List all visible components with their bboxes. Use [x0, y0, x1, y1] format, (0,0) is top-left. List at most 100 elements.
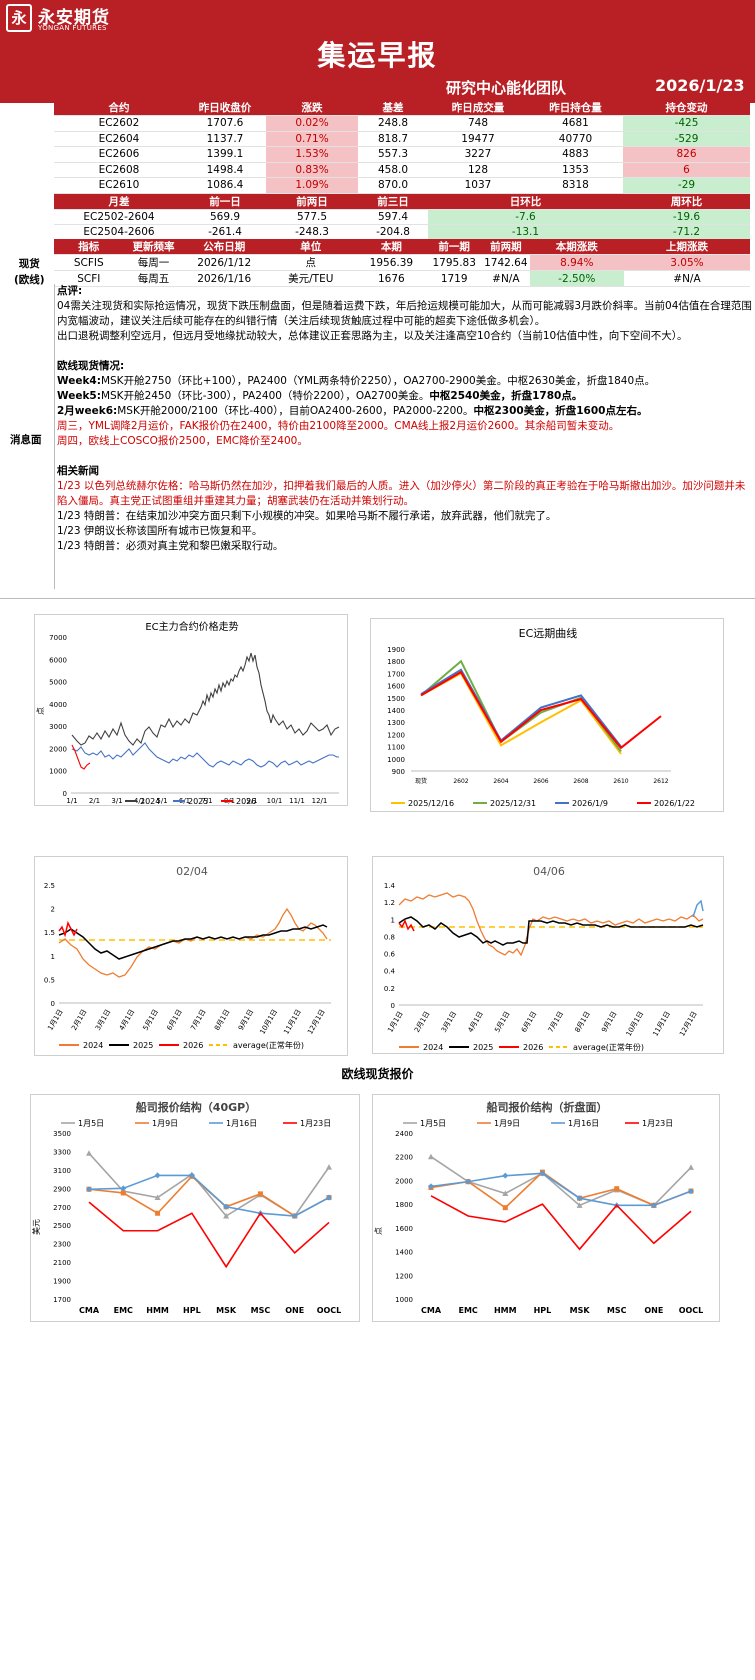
cell: 870.0 [358, 177, 428, 194]
cell: 0.71% [266, 131, 358, 147]
news-item: 1/23 特朗普：在结束加沙冲突方面只剩下小规模的冲突。如果哈马斯不履行承诺，放… [57, 510, 557, 522]
x-tick-label: CMA [421, 1306, 442, 1315]
x-tick-label: 7/1 [201, 797, 212, 805]
col-header: 基差 [358, 100, 428, 116]
cell: 597.4 [358, 209, 428, 225]
week-text: MSK开舱2000/2100（环比-400），目前OA2400-2600，PA2… [117, 405, 474, 417]
spread-header-row: 月差 前一日 前两日 前三日 日环比 周环比 [54, 193, 750, 210]
y-tick-label: 2000 [49, 745, 67, 753]
data-point [576, 1202, 583, 1208]
table-row: EC2502-2604 569.9 577.5 597.4 -7.6 -19.6 [54, 209, 750, 225]
legend-label: 2026 [236, 797, 256, 806]
y-tick-label: 1800 [395, 1201, 413, 1209]
col-header: 持仓变动 [623, 100, 750, 116]
cell: 1956.39 [356, 254, 427, 271]
y-tick-label: 1800 [387, 658, 405, 666]
cell: -19.6 [623, 209, 750, 225]
y-tick-label: 3300 [53, 1148, 71, 1156]
spread-04-06-svg: 04/06 0 0.2 0.4 0.6 0.8 1 1.2 1.4 1月1日 2月1日 3月1日 4… [384, 865, 704, 1052]
y-tick-label: 1700 [387, 670, 405, 678]
cell: 点 [265, 254, 357, 271]
x-tick-label: 9月1日 [600, 1010, 618, 1034]
contract-header-row: 合约 昨日收盘价 涨跌 基差 昨日成交量 昨日持仓量 持仓变动 [54, 100, 750, 116]
col-header: 日环比 [428, 193, 623, 210]
x-tick-label: 8月1日 [573, 1010, 591, 1034]
y-tick-label: 0 [63, 790, 67, 798]
x-tick-label: 2606 [533, 778, 548, 785]
col-header: 昨日收盘价 [184, 100, 266, 116]
logo-cn: 永安期货 [38, 8, 110, 28]
y-tick-label: 1300 [387, 719, 405, 727]
col-header: 昨日成交量 [428, 100, 528, 116]
data-point [576, 1195, 583, 1202]
spread-02-04-chart: 02/04 0 0.5 1 1.5 2 2.5 1月1日 2月1日 3月1日 4月1日 5月1日 6… [34, 856, 348, 1056]
y-tick-label: 5000 [49, 679, 67, 687]
cell: EC2606 [54, 146, 184, 163]
yongan-logo-icon: 永 [6, 4, 32, 32]
series-line-2 [88, 1174, 330, 1217]
data-point [428, 1153, 434, 1160]
y-tick-label: 2200 [395, 1154, 413, 1162]
cell: 1037 [428, 177, 528, 194]
series-line-2024 [58, 907, 328, 978]
data-point [502, 1205, 508, 1211]
x-tick-label: 2612 [653, 778, 668, 785]
cell: EC2502-2604 [54, 209, 184, 225]
x-tick-label: 12/1 [312, 797, 328, 805]
y-tick-label: 1.5 [44, 929, 55, 937]
data-point [326, 1194, 332, 1201]
col-header: 涨跌 [266, 100, 358, 116]
series-line-2026 [398, 919, 415, 932]
y-tick-label: 2 [51, 906, 55, 914]
cell: 每周一 [123, 254, 184, 271]
week-summary: 中枢2300美金，折盘1600点左右。 [473, 405, 648, 417]
legend-label: 1月9日 [152, 1119, 178, 1128]
y-tick-label: 2400 [395, 1130, 413, 1138]
col-header: 上期涨跌 [623, 239, 750, 255]
cell: 2026/1/12 [183, 254, 266, 271]
cell: #N/A [482, 270, 530, 287]
x-tick-label: HPL [183, 1306, 201, 1315]
carrier-index-chart: 船司报价结构（折盘面） 点 1月5日 1月9日 1月16日 1月23日 1000 120… [372, 1094, 720, 1322]
data-point [155, 1210, 161, 1216]
cell: 0.02% [266, 115, 358, 132]
team-name: 研究中心能化团队 [446, 79, 567, 97]
y-tick-label: 2300 [53, 1241, 71, 1249]
comment-paragraph: 04需关注现货和实际抢运情况，现货下跌压制盘面，但是随着运费下跌，年后抢运规模可… [57, 300, 752, 327]
cell: -529 [623, 131, 750, 147]
x-tick-label: HMM [494, 1306, 517, 1315]
y-tick-label: 3100 [53, 1167, 71, 1175]
cell: #N/A [623, 270, 750, 287]
comment-label: 消息面 [10, 434, 42, 446]
x-tick-label: 4月1日 [467, 1010, 485, 1034]
legend-label: 2024 [423, 1043, 443, 1052]
series-line-2025 [71, 742, 339, 768]
data-point [223, 1213, 230, 1219]
legend-label: 2025/12/16 [408, 799, 454, 808]
cell: 1676 [356, 270, 427, 287]
cell: 8.94% [529, 254, 624, 271]
report-date: 2026/1/23 [655, 76, 745, 95]
series-line-2026 [71, 744, 91, 770]
x-tick-label: 3月1日 [94, 1008, 112, 1032]
y-tick-label: 1900 [387, 646, 405, 654]
y-tick-label: 1.2 [384, 899, 395, 907]
cell: SCFIS [54, 254, 124, 271]
x-tick-label: ONE [285, 1306, 304, 1315]
y-tick-label: 7000 [49, 634, 67, 642]
x-tick-label: 11月1日 [282, 1008, 303, 1036]
report-header: 永 永安期货 YONGAN FUTURES 集运早报 研究中心能化团队 2026… [0, 0, 755, 103]
x-tick-label: 4/1 [134, 797, 145, 805]
data-point [539, 1170, 546, 1177]
x-tick-label: 2月1日 [70, 1008, 88, 1032]
y-tick-label: 2700 [53, 1204, 71, 1212]
cell: 0.83% [266, 162, 358, 178]
data-point [120, 1190, 126, 1196]
y-tick-label: 1200 [395, 1272, 413, 1280]
cell: 818.7 [358, 131, 428, 147]
chart-title: EC远期曲线 [519, 626, 578, 640]
y-axis-label: 点 [374, 1227, 383, 1235]
week-label: Week5: [57, 390, 101, 402]
cell: -2.50% [529, 270, 624, 287]
x-tick-label: EMC [458, 1306, 477, 1315]
